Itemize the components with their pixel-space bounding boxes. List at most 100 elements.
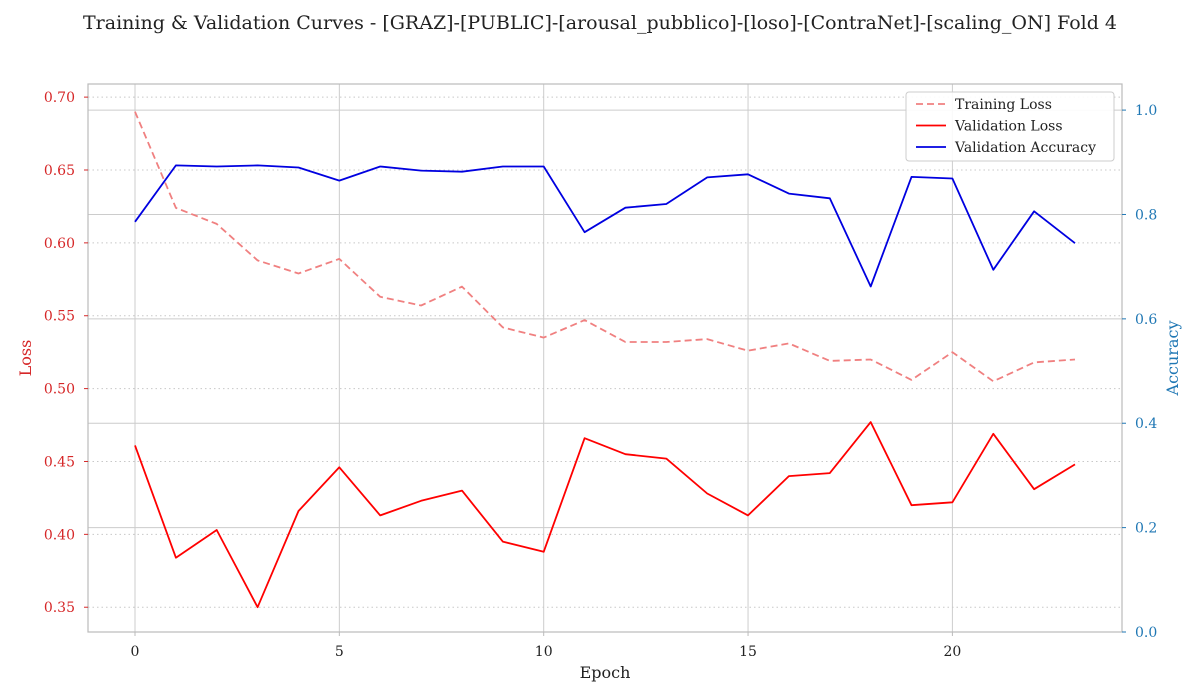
- data-point: [1033, 361, 1035, 363]
- data-point: [461, 489, 463, 491]
- data-point: [951, 177, 953, 179]
- y-left-tick-label: 0.40: [44, 527, 75, 543]
- data-point: [869, 421, 871, 423]
- y-right-tick-label: 1.0: [1135, 103, 1157, 119]
- x-tick-label: 10: [535, 644, 553, 660]
- y-left-tick-label: 0.70: [44, 90, 75, 106]
- data-point: [175, 207, 177, 209]
- legend: Training Loss Validation Loss Validation A…: [905, 91, 1115, 162]
- data-point: [420, 304, 422, 306]
- data-point: [869, 358, 871, 360]
- data-point: [420, 500, 422, 502]
- y-right-tick-label: 0.2: [1135, 521, 1157, 537]
- data-point: [747, 173, 749, 175]
- data-point: [624, 453, 626, 455]
- data-point: [624, 341, 626, 343]
- data-point: [338, 179, 340, 181]
- data-point: [992, 380, 994, 382]
- data-point: [583, 437, 585, 439]
- data-point: [1033, 488, 1035, 490]
- data-point: [461, 285, 463, 287]
- data-point: [502, 540, 504, 542]
- data-point: [583, 319, 585, 321]
- data-point: [788, 192, 790, 194]
- data-point: [420, 169, 422, 171]
- data-point: [788, 475, 790, 477]
- x-axis-label: Epoch: [580, 663, 631, 682]
- data-point: [706, 338, 708, 340]
- data-point: [1074, 463, 1076, 465]
- data-point: [379, 296, 381, 298]
- y-right-tick-label: 0.8: [1135, 207, 1157, 223]
- data-point: [216, 529, 218, 531]
- y-left-tick-label: 0.35: [44, 600, 75, 616]
- data-point: [747, 350, 749, 352]
- data-point: [134, 110, 136, 112]
- data-point: [338, 258, 340, 260]
- series-line-validation-loss: [134, 421, 1076, 609]
- data-point: [256, 606, 258, 608]
- y-right-tick-label: 0.0: [1135, 625, 1157, 641]
- data-point: [338, 466, 340, 468]
- y-left-axis-label: Loss: [16, 340, 35, 377]
- data-point: [175, 164, 177, 166]
- data-point: [1074, 242, 1076, 244]
- chart-title: Training & Validation Curves - [GRAZ]-[P…: [83, 12, 1117, 34]
- ticks-layer: 0 5 10 15 20 0.35 0.40 0.45 0.50 0.55 0.60 0.65 0.70…: [44, 90, 1158, 660]
- x-tick-label: 5: [335, 644, 344, 660]
- data-point: [910, 504, 912, 506]
- legend-label: Training Loss: [955, 97, 1052, 113]
- y-left-tick-label: 0.45: [44, 454, 75, 470]
- data-point: [379, 514, 381, 516]
- data-point: [542, 551, 544, 553]
- legend-label: Validation Accuracy: [954, 140, 1096, 156]
- data-point: [788, 342, 790, 344]
- x-tick-label: 20: [943, 644, 961, 660]
- y-left-tick-label: 0.50: [44, 382, 75, 398]
- data-point: [297, 510, 299, 512]
- data-point: [992, 433, 994, 435]
- y-right-tick-label: 0.6: [1135, 312, 1157, 328]
- x-tick-label: 15: [739, 644, 757, 660]
- data-point: [869, 285, 871, 287]
- data-point: [665, 203, 667, 205]
- data-point: [134, 221, 136, 223]
- data-point: [379, 165, 381, 167]
- data-point: [910, 379, 912, 381]
- data-point: [175, 556, 177, 558]
- data-point: [829, 360, 831, 362]
- data-point: [706, 492, 708, 494]
- y-right-axis-label: Accuracy: [1163, 321, 1182, 397]
- data-point: [542, 165, 544, 167]
- data-point: [624, 206, 626, 208]
- y-left-tick-label: 0.60: [44, 236, 75, 252]
- data-point: [910, 176, 912, 178]
- data-point: [297, 272, 299, 274]
- legend-label: Validation Loss: [954, 119, 1063, 135]
- data-point: [583, 231, 585, 233]
- data-point: [542, 336, 544, 338]
- data-point: [256, 164, 258, 166]
- data-point: [951, 501, 953, 503]
- data-point: [216, 223, 218, 225]
- y-left-tick-label: 0.65: [44, 163, 75, 179]
- data-point: [829, 472, 831, 474]
- legend-box: [905, 91, 1115, 162]
- data-point: [951, 351, 953, 353]
- y-left-tick-label: 0.55: [44, 309, 75, 325]
- series-line-validation-accuracy: [134, 164, 1076, 288]
- plot-frame: [87, 83, 1123, 633]
- data-point: [502, 326, 504, 328]
- data-point: [665, 457, 667, 459]
- data-point: [992, 269, 994, 271]
- series-line-training-loss: [134, 111, 1076, 383]
- data-point: [297, 166, 299, 168]
- x-tick-label: 0: [131, 644, 140, 660]
- data-point: [829, 197, 831, 199]
- legend-items: Training Loss Validation Loss Validation A…: [916, 97, 1096, 156]
- series-layer: [134, 110, 1076, 609]
- y-right-tick-label: 0.4: [1135, 416, 1157, 432]
- data-point: [1074, 358, 1076, 360]
